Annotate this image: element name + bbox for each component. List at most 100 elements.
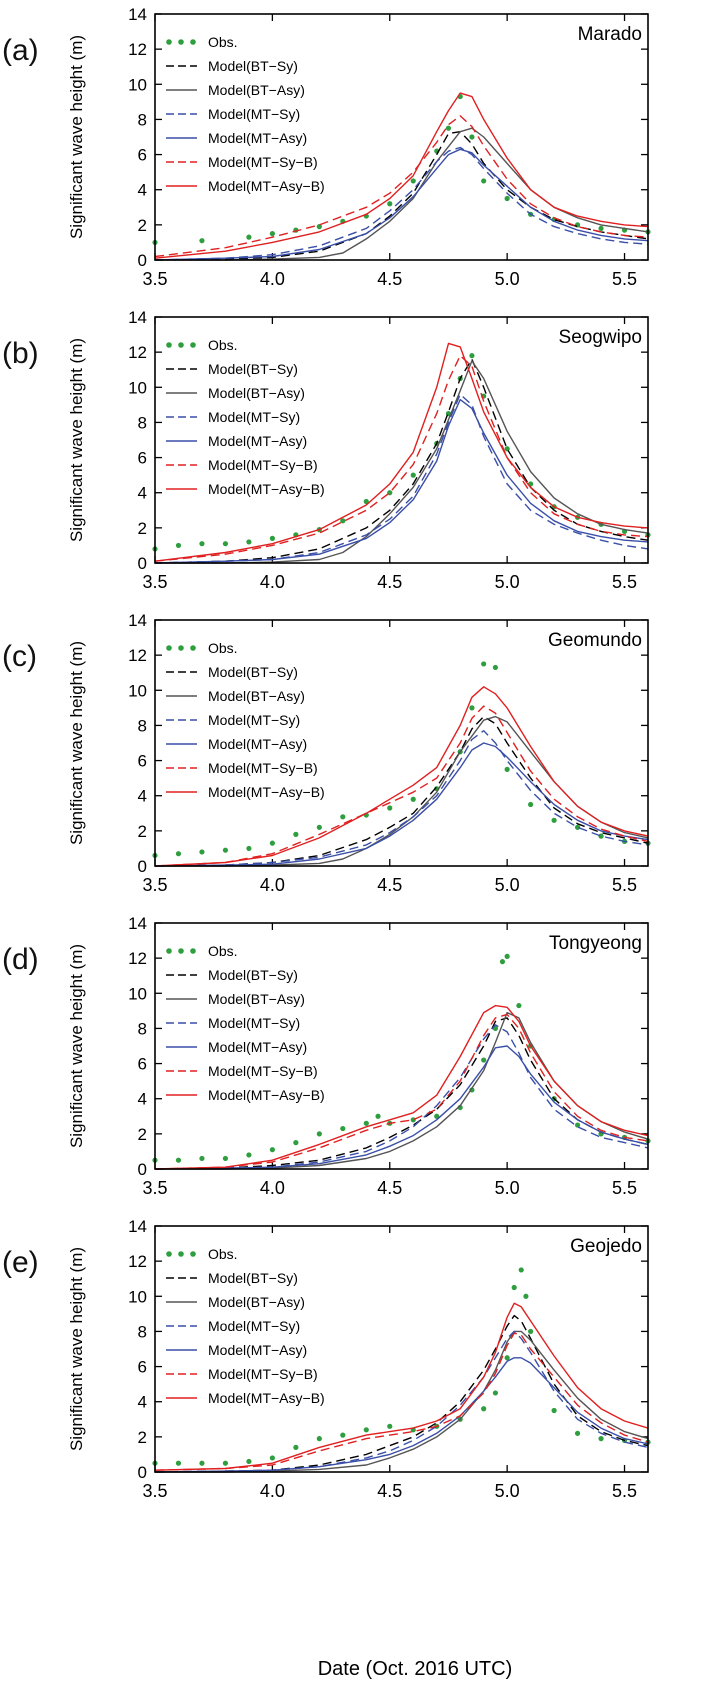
y-tick-label: 4	[138, 484, 147, 503]
legend-marker	[178, 645, 184, 651]
y-tick-label: 14	[128, 1217, 147, 1236]
x-tick-label: 4.5	[377, 1481, 402, 1501]
y-tick-label: 2	[138, 519, 147, 538]
obs-point	[199, 1460, 205, 1466]
obs-point	[199, 238, 205, 244]
legend-marker	[178, 948, 184, 954]
x-tick-label: 4.5	[377, 572, 402, 592]
legend-label: Model(MT−Asy−B)	[208, 178, 325, 194]
y-tick-label: 6	[138, 146, 147, 165]
y-tick-label: 0	[138, 1160, 147, 1179]
legend-label: Model(MT−Asy−B)	[208, 1390, 325, 1406]
obs-point	[492, 1390, 499, 1396]
series-line	[154, 686, 649, 867]
legend-marker	[166, 645, 172, 651]
x-tick-label: 5.5	[612, 269, 637, 289]
series-line	[154, 1332, 649, 1471]
obs-point	[504, 195, 510, 202]
obs-point	[551, 817, 557, 823]
series-line	[154, 705, 649, 867]
obs-point	[246, 539, 252, 545]
series-line	[154, 115, 649, 258]
obs-point	[175, 1157, 182, 1163]
obs-point	[410, 178, 416, 184]
obs-point	[387, 805, 393, 811]
obs-point	[199, 541, 205, 547]
y-tick-label: 4	[138, 787, 147, 806]
station-name: Geomundo	[548, 630, 642, 651]
series-line	[154, 355, 649, 562]
obs-point	[469, 705, 475, 711]
obs-point	[222, 847, 229, 853]
obs-point	[499, 959, 506, 965]
legend: Obs. Model(BT−Sy) Model(BT−Asy) Model(MT−Sy…	[166, 640, 325, 800]
obs-point	[316, 1436, 322, 1442]
legend-marker	[166, 39, 172, 45]
y-axis-title: Significant wave height (m)	[67, 35, 86, 239]
x-tick-label: 5.5	[612, 572, 637, 592]
obs-point	[492, 664, 499, 671]
obs-point	[469, 353, 475, 359]
obs-point	[269, 231, 275, 237]
obs-point	[222, 541, 229, 547]
obs-point	[363, 1427, 369, 1433]
panel-label: (a)	[2, 34, 39, 67]
obs-point	[363, 1120, 369, 1126]
y-tick-label: 14	[128, 914, 147, 933]
legend-marker	[190, 342, 196, 348]
y-tick-label: 4	[138, 1393, 147, 1412]
y-axis-title: Significant wave height (m)	[67, 944, 86, 1148]
obs-point	[269, 840, 275, 846]
legend-label: Model(BT−Asy)	[208, 991, 305, 1007]
obs-point	[387, 201, 393, 207]
station-name: Marado	[578, 24, 642, 45]
series-line	[154, 398, 649, 564]
legend-label: Model(MT−Sy−B)	[208, 154, 318, 170]
series-line	[154, 148, 649, 261]
x-tick-label: 5.0	[495, 1178, 520, 1198]
x-tick-label: 3.5	[142, 572, 167, 592]
obs-point	[410, 472, 416, 478]
station-name: Seogwipo	[559, 327, 642, 348]
obs-point	[199, 1155, 205, 1162]
y-tick-label: 0	[138, 251, 147, 270]
x-tick-label: 4.5	[377, 1178, 402, 1198]
obs-point	[246, 234, 252, 240]
obs-point	[574, 824, 581, 830]
legend-label: Obs.	[208, 337, 238, 353]
series-line	[154, 1013, 649, 1170]
obs-point	[269, 1455, 275, 1461]
obs-point	[293, 1444, 299, 1450]
legend-marker	[166, 342, 172, 348]
obs-point	[504, 766, 510, 772]
legend-label: Model(BT−Sy)	[208, 1270, 298, 1286]
legend-label: Model(MT−Asy)	[208, 1039, 307, 1055]
y-tick-label: 6	[138, 752, 147, 771]
obs-point	[340, 518, 346, 524]
legend-label: Model(MT−Asy)	[208, 433, 307, 449]
obs-point	[316, 1131, 322, 1137]
obs-point	[445, 125, 452, 131]
plot-frame	[154, 316, 649, 564]
obs-point	[504, 1355, 510, 1361]
x-tick-label: 5.5	[612, 1178, 637, 1198]
obs-point	[481, 661, 487, 667]
legend-label: Model(BT−Asy)	[208, 688, 305, 704]
legend-label: Model(BT−Asy)	[208, 1294, 305, 1310]
plot-frame	[154, 13, 649, 261]
obs-point	[469, 134, 475, 140]
legend: Obs. Model(BT−Sy) Model(BT−Asy) Model(MT−Sy…	[166, 1246, 325, 1406]
obs-point	[598, 225, 604, 231]
obs-point	[175, 1460, 182, 1466]
series-line	[154, 715, 649, 867]
panel-a: (a) Significant wave height (m) 0 2 4 6 8 10 12 1…	[2, 5, 651, 289]
series-line	[154, 1004, 649, 1170]
y-axis-title: Significant wave height (m)	[67, 338, 86, 542]
legend-label: Model(MT−Sy−B)	[208, 1063, 318, 1079]
legend-label: Model(MT−Sy−B)	[208, 760, 318, 776]
legend-label: Model(MT−Asy−B)	[208, 784, 325, 800]
obs-point	[375, 1113, 381, 1119]
obs-point	[246, 845, 252, 852]
y-tick-label: 12	[128, 646, 147, 665]
legend-label: Model(MT−Asy)	[208, 130, 307, 146]
